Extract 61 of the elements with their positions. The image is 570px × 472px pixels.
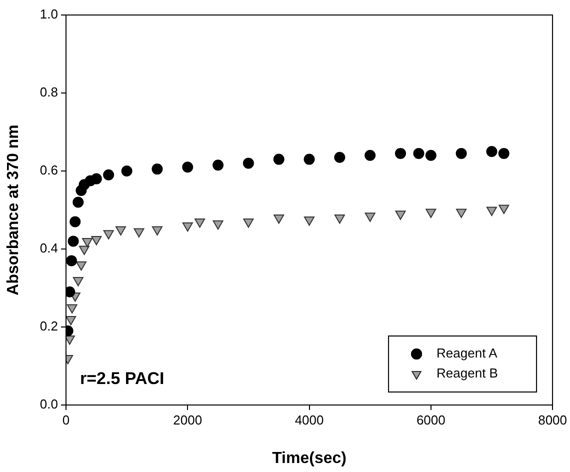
point [364,212,376,222]
point [115,226,126,236]
point [90,173,102,184]
point [304,216,315,226]
point [78,246,90,255]
point [70,216,81,228]
x-tick-label: 6000 [416,412,446,428]
point [103,169,114,180]
y-tick-label: 0.4 [40,240,58,256]
point [498,204,510,214]
point [152,226,162,236]
x-tick-label: 4000 [294,412,324,428]
point [273,154,284,165]
point [212,160,224,171]
point [486,206,497,216]
x-tick-label: 8000 [538,412,567,428]
point [182,222,193,232]
point [334,152,346,163]
point [91,236,102,246]
point [243,218,254,228]
point [66,255,77,266]
point [103,230,114,240]
y-tick-label: 0.2 [40,318,58,334]
y-axis-title: Absorbance at 370 nm [5,124,22,296]
point [182,162,194,173]
point [68,236,79,247]
point [425,150,436,161]
point [498,148,510,159]
point [66,316,76,326]
y-tick-label: 0.8 [40,84,58,100]
x-axis-title: Time(sec) [272,450,346,467]
point [413,148,424,159]
point [456,208,467,218]
point [426,208,436,218]
point [134,228,144,238]
y-tick-label: 0.6 [40,162,58,178]
point [194,218,206,228]
point [76,261,86,271]
point [456,148,467,159]
legend-label: Reagent B [436,366,498,381]
point [242,158,254,169]
point [334,214,345,224]
y-tick-label: 0.0 [40,396,58,412]
point [66,304,78,314]
y-tick-label: 1.0 [40,6,58,22]
legend-label: Reagent A [436,346,498,361]
point [486,146,498,157]
point [152,164,163,175]
point [72,276,84,286]
point [364,150,376,161]
x-tick-label: 2000 [173,412,202,428]
point [395,210,406,220]
x-tick-label: 0 [62,412,70,428]
point [274,214,284,224]
point [304,154,315,165]
point [82,238,93,248]
point [121,166,132,176]
annotation: r=2.5 PACI [80,369,164,388]
point [212,220,224,230]
point [394,148,406,159]
point [72,196,84,208]
